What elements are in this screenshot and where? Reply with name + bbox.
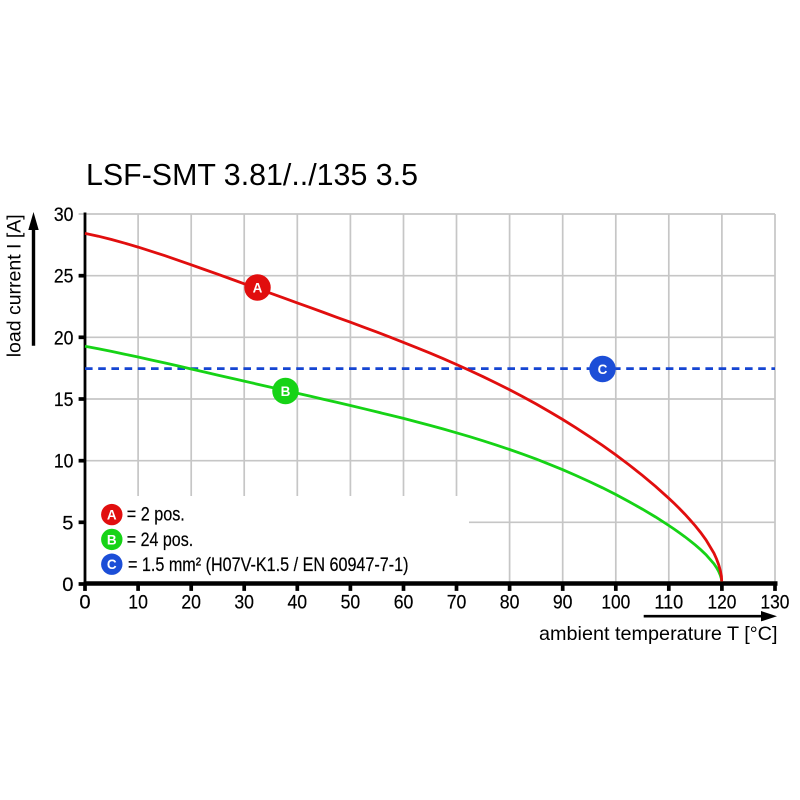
svg-text:C: C bbox=[598, 362, 608, 377]
svg-text:5: 5 bbox=[62, 512, 73, 534]
svg-text:20: 20 bbox=[181, 592, 201, 614]
svg-text:130: 130 bbox=[761, 592, 790, 614]
svg-text:B: B bbox=[281, 384, 291, 399]
svg-text:= 24 pos.: = 24 pos. bbox=[127, 530, 193, 551]
svg-text:50: 50 bbox=[341, 592, 361, 614]
svg-text:40: 40 bbox=[288, 592, 308, 614]
svg-text:60: 60 bbox=[394, 592, 414, 614]
svg-text:10: 10 bbox=[128, 592, 148, 614]
svg-text:0: 0 bbox=[79, 592, 90, 614]
svg-text:20: 20 bbox=[54, 327, 74, 349]
svg-text:load current I [A]: load current I [A] bbox=[4, 214, 26, 357]
svg-text:30: 30 bbox=[234, 592, 254, 614]
svg-text:120: 120 bbox=[707, 592, 736, 614]
svg-text:80: 80 bbox=[500, 592, 520, 614]
svg-text:C: C bbox=[107, 557, 117, 572]
svg-text:B: B bbox=[107, 532, 117, 547]
svg-text:A: A bbox=[107, 508, 117, 523]
svg-text:ambient temperature T [°C]: ambient temperature T [°C] bbox=[539, 623, 778, 645]
svg-text:10: 10 bbox=[54, 451, 74, 473]
svg-text:30: 30 bbox=[54, 204, 74, 226]
svg-text:70: 70 bbox=[447, 592, 467, 614]
svg-text:25: 25 bbox=[54, 266, 74, 288]
svg-text:LSF-SMT 3.81/../135 3.5: LSF-SMT 3.81/../135 3.5 bbox=[86, 157, 418, 192]
svg-text:= 2 pos.: = 2 pos. bbox=[127, 505, 185, 526]
svg-text:A: A bbox=[253, 280, 263, 295]
svg-text:100: 100 bbox=[601, 592, 630, 614]
svg-text:110: 110 bbox=[654, 592, 683, 614]
svg-text:15: 15 bbox=[54, 389, 74, 411]
svg-text:= 1.5 mm² (H07V-K1.5 / EN 6094: = 1.5 mm² (H07V-K1.5 / EN 60947-7-1) bbox=[128, 555, 409, 576]
svg-text:0: 0 bbox=[62, 574, 73, 596]
svg-text:90: 90 bbox=[553, 592, 573, 614]
